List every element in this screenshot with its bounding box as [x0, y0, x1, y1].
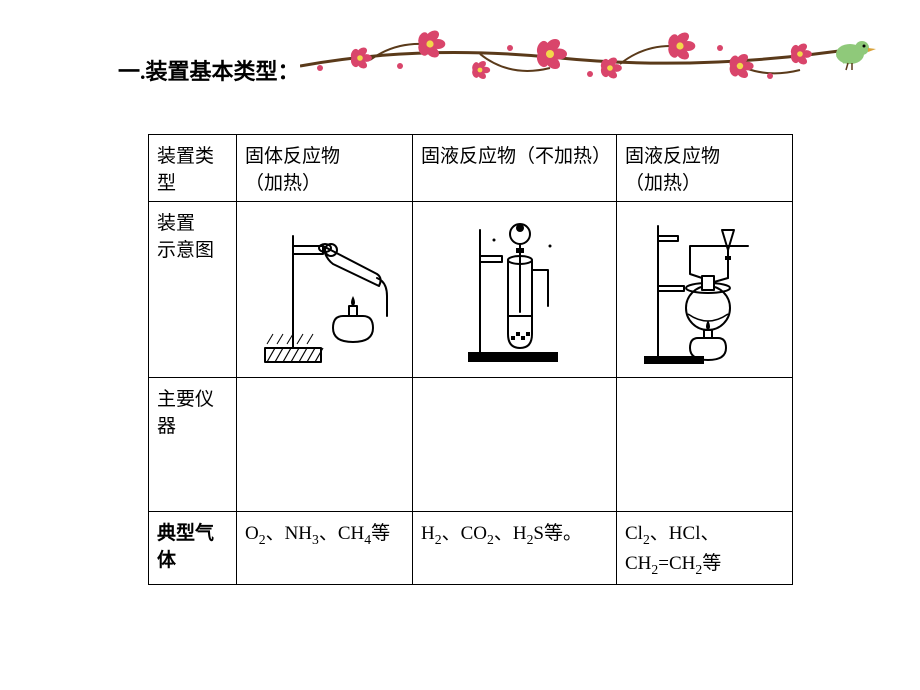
instruments-cell-c — [617, 378, 793, 512]
col-header-b: 固液反应物（不加热） — [413, 135, 617, 202]
gases-cell-a: O2、NH3、CH4等 — [237, 512, 413, 585]
gases-cell-b: H2、CO2、H2S等。 — [413, 512, 617, 585]
section-heading: 一.装置基本类型： — [118, 54, 300, 86]
row-label-gases: 典型气体 — [149, 512, 237, 585]
table-row-header: 装置类型 固体反应物（加热） 固液反应物（不加热） 固液反应物（加热） — [149, 135, 793, 202]
instruments-cell-a — [237, 378, 413, 512]
gases-cell-c: Cl2、HCl、CH2=CH2等 — [617, 512, 793, 585]
row-label-type: 装置类型 — [149, 135, 237, 202]
diagram-cell-b — [413, 202, 617, 378]
apparatus-table: 装置类型 固体反应物（加热） 固液反应物（不加热） 固液反应物（加热） 装置示意… — [148, 134, 793, 585]
table-row-instruments: 主要仪器 — [149, 378, 793, 512]
table-row-gases: 典型气体 O2、NH3、CH4等 H2、CO2、H2S等。 Cl2、HCl、CH… — [149, 512, 793, 585]
apparatus-solid-liquid-noheat-icon — [450, 216, 580, 366]
branch-flower-decoration — [300, 18, 890, 98]
instruments-cell-b — [413, 378, 617, 512]
col-header-a: 固体反应物（加热） — [237, 135, 413, 202]
apparatus-solid-liquid-heat-icon — [630, 216, 780, 366]
col-header-c: 固液反应物（加热） — [617, 135, 793, 202]
apparatus-solid-heat-icon — [255, 216, 395, 366]
table-row-diagram: 装置示意图 — [149, 202, 793, 378]
diagram-cell-c — [617, 202, 793, 378]
diagram-cell-a — [237, 202, 413, 378]
row-label-instruments: 主要仪器 — [149, 378, 237, 512]
row-label-diagram: 装置示意图 — [149, 202, 237, 378]
